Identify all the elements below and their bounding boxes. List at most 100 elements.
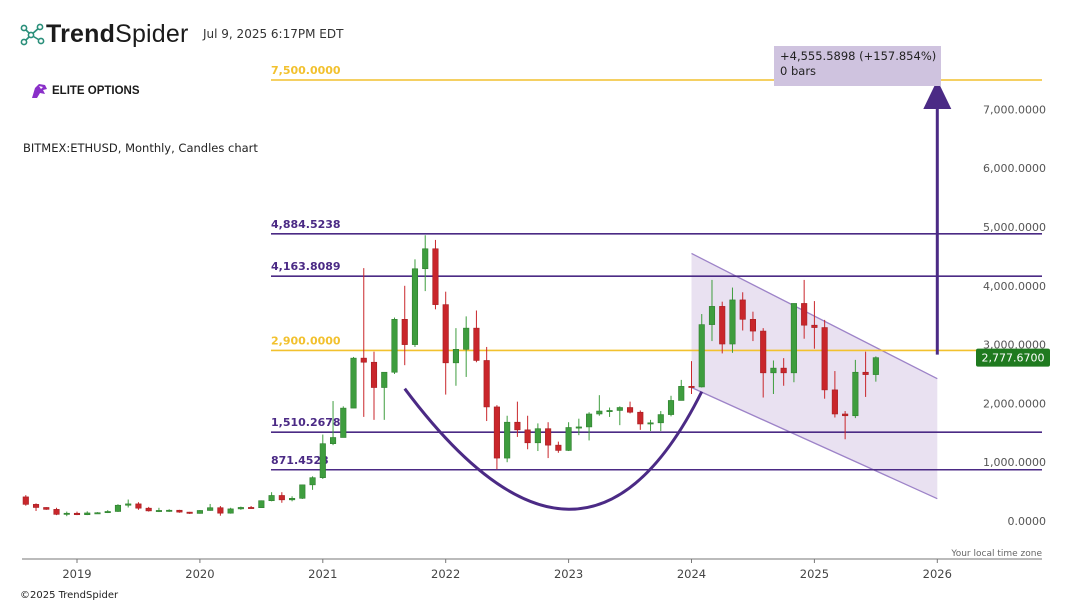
candle-2025-05 (852, 359, 859, 419)
candle-body (667, 400, 675, 415)
candle-2021-09 (401, 285, 408, 366)
candle-body (708, 306, 716, 325)
candle-2021-05 (360, 268, 367, 417)
candle-body (790, 303, 797, 374)
candle-body (155, 510, 162, 512)
candle-2024-03 (708, 279, 716, 342)
last-price-label: 2,777.6700 (982, 352, 1045, 365)
measure-change: +4,555.5898 (+157.854%) (780, 49, 937, 63)
candle-2025-03 (831, 371, 838, 418)
candle-body (739, 299, 746, 320)
candle-body (545, 428, 552, 446)
chart-title: BITMEX:ETHUSD, Monthly, Candles chart (23, 141, 258, 155)
candle-body (381, 371, 388, 388)
candle-body (432, 248, 439, 305)
candle-2023-01 (565, 422, 572, 452)
level-label-4: 1,510.2678 (271, 416, 341, 429)
candle-2023-09 (647, 419, 654, 432)
candle-body (53, 509, 60, 515)
candle-2023-05 (606, 407, 613, 417)
candle-body (514, 421, 521, 431)
candle-2024-11 (790, 303, 797, 383)
candle-body (534, 428, 541, 444)
candle-body (248, 507, 255, 509)
candle-2019-07 (135, 502, 142, 510)
candle-2024-09 (770, 360, 777, 394)
candle-2020-02 (207, 503, 214, 511)
candle-body (688, 386, 695, 388)
candle-2023-07 (626, 401, 634, 414)
timestamp: Jul 9, 2025 6:17PM EDT (203, 27, 344, 41)
candle-2021-04 (350, 356, 357, 409)
candle-2020-08 (268, 492, 275, 502)
candle-2025-02 (821, 319, 828, 399)
candle-body (278, 495, 285, 501)
candle-body (411, 268, 419, 345)
candle-2021-01 (319, 434, 326, 479)
candle-body (43, 507, 50, 510)
x-tick-label-5: 2024 (677, 567, 706, 581)
y-tick-label-5: 5,000.0000 (983, 221, 1046, 234)
candle-2020-03 (217, 506, 224, 516)
trendspider-network-icon (20, 23, 45, 45)
x-tick-label-4: 2023 (554, 567, 583, 581)
candle-2019-10 (166, 509, 173, 512)
target-arrow-head (923, 80, 952, 109)
elite-options-watermark: ELITE OPTIONS (30, 82, 140, 100)
candle-2020-09 (278, 492, 285, 503)
candle-body (831, 389, 838, 415)
candle-2022-10 (534, 423, 541, 452)
candle-2021-12 (432, 239, 439, 310)
candle-body (647, 422, 654, 425)
level-label-1: 4,884.5238 (271, 218, 341, 231)
candle-body (801, 303, 808, 326)
candle-2018-12 (63, 511, 70, 517)
candle-2018-11 (53, 507, 60, 516)
candle-body (678, 386, 685, 401)
x-tick-label-1: 2020 (185, 567, 214, 581)
candle-2020-06 (248, 506, 255, 509)
x-tick-label-3: 2022 (431, 567, 460, 581)
candle-body (268, 495, 275, 502)
candle-2024-04 (719, 301, 726, 354)
copyright: ©2025 TrendSpider (20, 590, 119, 601)
candle-body (483, 360, 490, 408)
candle-2018-08 (22, 495, 29, 506)
candle-body (227, 508, 234, 514)
cup-curve (403, 387, 704, 511)
candle-body (852, 371, 859, 417)
candle-2023-08 (637, 410, 644, 430)
brand-light: Spider (115, 20, 189, 48)
candle-body (473, 327, 480, 361)
candle-body (555, 444, 562, 451)
candle-body (719, 306, 726, 345)
candle-body (135, 503, 142, 509)
candle-2022-07 (504, 415, 511, 463)
candle-body (350, 357, 357, 409)
candle-body (596, 410, 603, 415)
candle-body (452, 349, 459, 364)
level-label-2: 4,163.8089 (271, 260, 341, 273)
candle-body (299, 484, 306, 499)
candle-2022-05 (483, 346, 490, 422)
level-label-3: 2,900.0000 (271, 334, 341, 347)
level-label-0: 7,500.0000 (271, 64, 341, 77)
candle-2022-08 (514, 401, 521, 437)
candle-body (862, 371, 869, 375)
candle-2023-04 (596, 395, 603, 416)
candle-body (196, 510, 203, 514)
candle-2022-04 (473, 310, 480, 363)
candle-2022-12 (555, 441, 562, 453)
candle-2019-05 (114, 504, 122, 512)
candle-body (616, 407, 623, 411)
candle-2019-09 (155, 507, 162, 513)
candle-2024-08 (760, 328, 767, 398)
candle-body (340, 407, 347, 438)
x-tick-label-7: 2026 (923, 567, 952, 581)
candle-body (22, 496, 29, 505)
last-price-badge (976, 348, 1050, 367)
candle-2024-12 (801, 279, 808, 339)
candle-body (104, 511, 111, 514)
candle-body (575, 426, 582, 429)
